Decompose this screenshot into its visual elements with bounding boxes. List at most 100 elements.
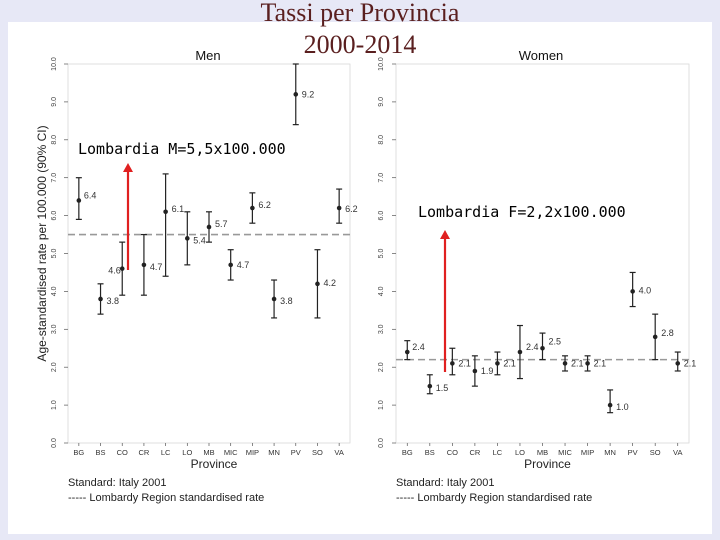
x-tick-label: MN: [268, 448, 280, 457]
y-tick-label: 9.0: [378, 97, 385, 107]
x-tick-label: CR: [469, 448, 480, 457]
data-label: 4.2: [323, 278, 336, 288]
y-tick-label: 0.0: [51, 438, 58, 448]
data-label: 2.1: [571, 358, 584, 368]
y-tick-label: 10.0: [51, 57, 58, 71]
x-axis-label: Province: [524, 457, 571, 471]
data-point: [404, 349, 410, 355]
data-label: 2.4: [526, 342, 539, 352]
data-point: [540, 345, 545, 351]
footnote-reference: ----- Lombardy Region standardised rate: [68, 492, 264, 504]
data-label: 4.7: [150, 262, 163, 272]
x-tick-label: MN: [604, 448, 616, 457]
error-bar: [607, 389, 614, 414]
data-label: 5.4: [193, 235, 206, 245]
chart-title: Men: [195, 48, 220, 63]
x-tick-label: SO: [312, 448, 323, 457]
x-tick-label: MB: [537, 448, 548, 457]
data-label: 6.1: [172, 204, 185, 214]
data-point: [293, 92, 299, 97]
data-point: [315, 281, 320, 287]
y-tick-label: 0.0: [378, 438, 385, 448]
data-label: 3.8: [280, 296, 293, 306]
data-point: [427, 383, 433, 389]
x-tick-label: VA: [334, 448, 343, 457]
data-point: [472, 368, 478, 374]
data-label: 1.9: [481, 366, 494, 376]
error-bar: [162, 173, 169, 277]
data-point: [119, 266, 125, 271]
y-tick-label: 6.0: [378, 211, 385, 221]
data-point: [185, 236, 190, 241]
data-label: 4.6: [108, 266, 121, 276]
data-label: 6.2: [258, 200, 271, 210]
x-tick-label: BG: [402, 448, 413, 457]
chart-title: Women: [519, 48, 564, 63]
data-point: [98, 296, 103, 302]
y-tick-label: 4.0: [51, 286, 58, 296]
chart-men: Men 0.0 1.0 2.0 3.0 4.0 5.0 6.0 7.0 8.0 9.0 10.0 Age…: [35, 48, 358, 504]
data-label: 1.5: [436, 383, 449, 393]
x-tick-label: LO: [515, 448, 525, 457]
data-point: [336, 205, 342, 211]
x-tick-label: CO: [447, 448, 458, 457]
x-tick-label: PV: [628, 448, 638, 457]
x-tick-label: LC: [493, 448, 503, 457]
footnote-standard: Standard: Italy 2001: [396, 477, 494, 489]
y-tick-label: 5.0: [51, 249, 58, 259]
y-tick-label: 3.0: [378, 324, 385, 334]
chart-women: Women 0.0 1.0 2.0 3.0 4.0 5.0 6.0 7.0 8.0 9.0 10.0 B…: [378, 48, 696, 504]
slide-subtitle: 2000-2014: [303, 30, 417, 59]
data-point: [495, 361, 500, 366]
data-label: 2.1: [594, 358, 607, 368]
slide-title: Tassi per Provincia: [260, 0, 460, 27]
data-point: [450, 361, 455, 366]
data-label: 2.1: [458, 358, 471, 368]
data-point: [607, 402, 613, 408]
annotation-arrow-head: [440, 230, 450, 239]
data-label: 1.0: [616, 402, 629, 412]
data-point: [141, 262, 147, 268]
data-point: [630, 289, 635, 294]
x-tick-label: MIC: [558, 448, 572, 457]
data-point: [271, 296, 277, 302]
y-tick-label: 8.0: [378, 135, 385, 145]
y-axis-label: Age-standardised rate per 100.000 (90% C…: [35, 125, 49, 361]
data-label: 6.2: [345, 204, 358, 214]
footnote-reference: ----- Lombardy Region standardised rate: [396, 492, 592, 504]
plot-area: [67, 63, 351, 444]
x-tick-label: SO: [650, 448, 661, 457]
y-tick-label: 3.0: [51, 324, 58, 334]
data-point: [517, 349, 523, 355]
data-label: 2.4: [412, 342, 425, 352]
data-point: [250, 205, 255, 211]
data-point: [675, 361, 681, 366]
y-tick-label: 9.0: [51, 97, 58, 107]
y-tick-label: 1.0: [378, 400, 385, 410]
x-tick-label: BG: [73, 448, 84, 457]
x-tick-label: MIP: [581, 448, 594, 457]
lombardia-men-annotation: Lombardia M=5,5x100.000: [78, 140, 286, 158]
data-point: [585, 361, 590, 366]
x-tick-label: CO: [117, 448, 128, 457]
y-tick-label: 7.0: [378, 173, 385, 183]
data-point: [228, 262, 233, 268]
y-tick-label: 7.0: [51, 173, 58, 183]
data-point: [206, 224, 212, 230]
data-label: 2.8: [661, 328, 674, 338]
x-tick-label: BS: [96, 448, 106, 457]
data-point: [76, 198, 82, 203]
y-tick-label: 6.0: [51, 211, 58, 221]
x-tick-label: LC: [161, 448, 171, 457]
y-tick-label: 10.0: [378, 57, 385, 71]
lombardia-women-annotation: Lombardia F=2,2x100.000: [418, 203, 626, 221]
x-axis-label: Province: [191, 457, 238, 471]
data-point: [652, 334, 658, 340]
data-label: 2.5: [549, 336, 562, 346]
y-tick-label: 1.0: [51, 400, 58, 410]
data-label: 9.2: [302, 89, 315, 99]
x-tick-label: MB: [203, 448, 214, 457]
data-label: 4.7: [237, 260, 250, 270]
